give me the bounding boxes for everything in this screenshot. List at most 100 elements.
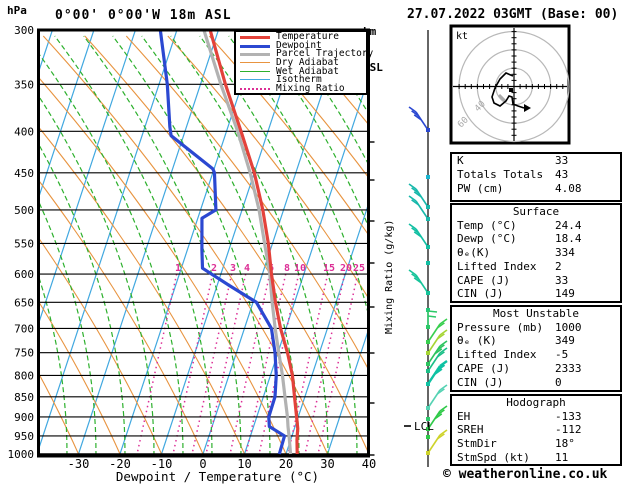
wet-adiabat-line [38,94,155,456]
mixing-ratio-line [190,273,233,456]
plot-border [37,28,370,458]
stat-value: 33 [555,154,569,167]
wet-adiabat-line [54,35,213,456]
dry-adiabat-line [125,35,369,371]
pressure-tick-label: 550 [14,237,34,250]
temp-tick-label: 40 [362,457,376,471]
isotherm-line [0,30,11,456]
stats-row: CIN (J) 0 [452,376,620,390]
stat-label: Lifted Index [457,259,537,273]
mixing-ratio-line [171,273,214,456]
mixing-ratio-line [257,273,300,456]
temp-tick-label: -20 [109,457,131,471]
stats-section-header: Hodograph [506,396,566,409]
temp-tick-label: 20 [279,457,293,471]
stats-row: SREH -112 [452,423,620,437]
stat-value: 2 [555,259,562,273]
wind-barb [426,360,448,386]
stats-row: StmSpd (kt) 11 [452,451,620,465]
legend-label: Dewpoint [276,39,322,51]
pressure-tick-label: 950 [14,430,34,443]
legend-item-dry-adiabat: Dry Adiabat [236,57,366,69]
mixing-ratio-value-label: 20 [340,263,352,274]
pressure-tick-label: 300 [14,24,34,37]
stat-value: 43 [555,167,569,181]
stat-value: 11 [555,450,569,464]
mixing-ratio-line [204,273,247,456]
station-title: 0°00' 0°00'W 18m ASL [55,8,232,23]
dry-adiabat-line [250,35,369,179]
temp-tick-label: -10 [151,457,173,471]
wind-barb [426,329,448,355]
stats-row: θₑ (K) 349 [452,334,620,348]
stats-row: Pressure (mb) 1000 [452,321,620,335]
wet-adiabat-line [199,35,358,456]
dry-adiabat-line [84,35,369,455]
stats-row: Temp (°C) 24.4 [452,219,620,233]
wet-adiabat-line [83,35,242,456]
wind-barb [408,106,430,132]
legend-line-sample [240,88,270,91]
mixing-ratio-axis-label: Mixing Ratio (g/kg) [384,219,395,334]
stats-section-most-unstable: Most Unstable Pressure (mb) 1000 θₑ (K) 349 L… [450,305,622,392]
stats-section-header: Most Unstable [492,307,580,320]
dry-adiabat-line [291,35,369,126]
legend-line-sample [240,62,270,64]
hodograph-trace [491,72,525,109]
pressure-tick-label: 400 [14,125,34,138]
pressure-tick-label: 700 [14,322,34,335]
stat-label: CAPE (J) [457,361,510,375]
pressure-tick-label: 650 [14,296,34,309]
hodograph-unit-label: kt [456,31,468,42]
stat-value: 349 [555,334,575,348]
stat-label: Dewp (°C) [457,232,517,246]
wind-barb [408,223,430,249]
mixing-ratio-line [303,273,346,456]
stat-label: Pressure (mb) [457,320,544,334]
dry-adiabat-line [38,179,205,456]
legend-label: Dry Adiabat [276,57,339,69]
wind-barb [426,347,448,373]
pressure-tick-label: 500 [14,204,34,217]
stats-row: Lifted Index 2 [452,260,620,274]
wet-adiabat-line [228,35,369,318]
legend-item-dewpoint: Dewpoint [236,39,366,51]
mixing-ratio-value-label: 10 [294,263,306,274]
stat-value: 149 [555,287,575,301]
pressure-tick-label: 800 [14,369,34,382]
legend: Temperature Dewpoint Parcel Trajectory Dry … [234,30,373,95]
stats-row: Lifted Index -5 [452,348,620,362]
wet-adiabat-line [38,52,184,456]
legend-line-sample [240,44,270,48]
dry-adiabat-line [38,76,288,456]
legend-label: Parcel Trajectory [276,48,374,60]
legend-item-parcel-trajectory: Parcel Trajectory [236,49,373,59]
hodograph-arrow [524,104,531,112]
wind-barb [408,195,430,221]
stat-label: Temp (°C) [457,218,517,232]
pressure-tick-label: 350 [14,78,34,91]
stat-label: θₑ (K) [457,334,497,348]
legend-label: Isotherm [276,74,322,86]
wind-barb [426,318,448,344]
dry-adiabat-line [38,371,80,456]
isotherm-line [326,327,369,456]
stat-value: 2333 [555,361,582,375]
mixing-ratio-line [316,273,359,456]
x-axis-title: Dewpoint / Temperature (°C) [115,469,320,484]
stat-value: 4.08 [555,181,582,195]
legend-item-isotherm: Isotherm [236,74,366,86]
stat-value: -5 [555,348,569,362]
mixing-ratio-value-label: 15 [323,263,335,274]
legend-item-mixing-ratio: Mixing Ratio [236,84,366,94]
mixing-ratio-value-label: 2 [211,263,217,274]
mixing-ratio-line [244,273,287,456]
wet-adiabat-line [257,35,369,229]
stat-value: 24.4 [555,218,582,232]
wet-adiabat-line [141,35,300,456]
wind-barb [426,261,430,265]
dry-adiabat-line [38,236,163,456]
stat-label: CIN (J) [457,375,504,389]
stat-label: Totals Totals [457,167,544,181]
